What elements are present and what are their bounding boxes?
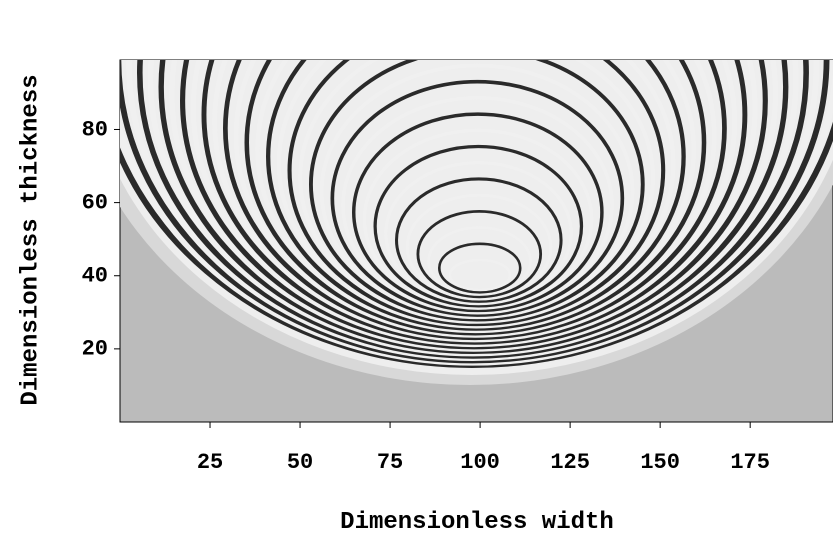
x-tick-label: 100 — [460, 450, 500, 475]
fringe — [405, 193, 553, 301]
fringe-pattern — [120, 60, 833, 385]
y-tick-label: 20 — [82, 337, 108, 362]
fringe — [298, 60, 655, 324]
fringe — [394, 177, 563, 303]
x-tick-label: 75 — [377, 450, 403, 475]
fringe — [384, 161, 573, 306]
fringe — [341, 96, 614, 315]
fringe — [266, 60, 686, 331]
x-tick-label: 150 — [640, 450, 680, 475]
fringe — [427, 226, 532, 296]
y-tick-label: 40 — [82, 264, 108, 289]
fringe — [448, 258, 512, 292]
y-tick-label: 80 — [82, 117, 108, 142]
x-axis-title: Dimensionless width — [340, 509, 614, 536]
fringe — [330, 79, 625, 317]
y-tick-label: 60 — [82, 190, 108, 215]
fringe — [416, 209, 543, 299]
fringe — [276, 60, 676, 329]
fringe — [373, 144, 584, 308]
fringe — [309, 60, 645, 322]
fringe — [319, 63, 635, 320]
fringe — [351, 112, 604, 313]
fringe — [362, 128, 594, 310]
x-tick-label: 50 — [287, 450, 313, 475]
x-tick-label: 125 — [550, 450, 590, 475]
fringe — [255, 60, 696, 334]
y-axis-title: Dimensionless thickness — [17, 74, 44, 405]
fringe — [244, 60, 707, 336]
fringe — [233, 60, 717, 338]
x-tick-label: 175 — [730, 450, 770, 475]
fringe — [438, 242, 522, 294]
fringe — [287, 60, 666, 327]
x-tick-label: 25 — [197, 450, 223, 475]
